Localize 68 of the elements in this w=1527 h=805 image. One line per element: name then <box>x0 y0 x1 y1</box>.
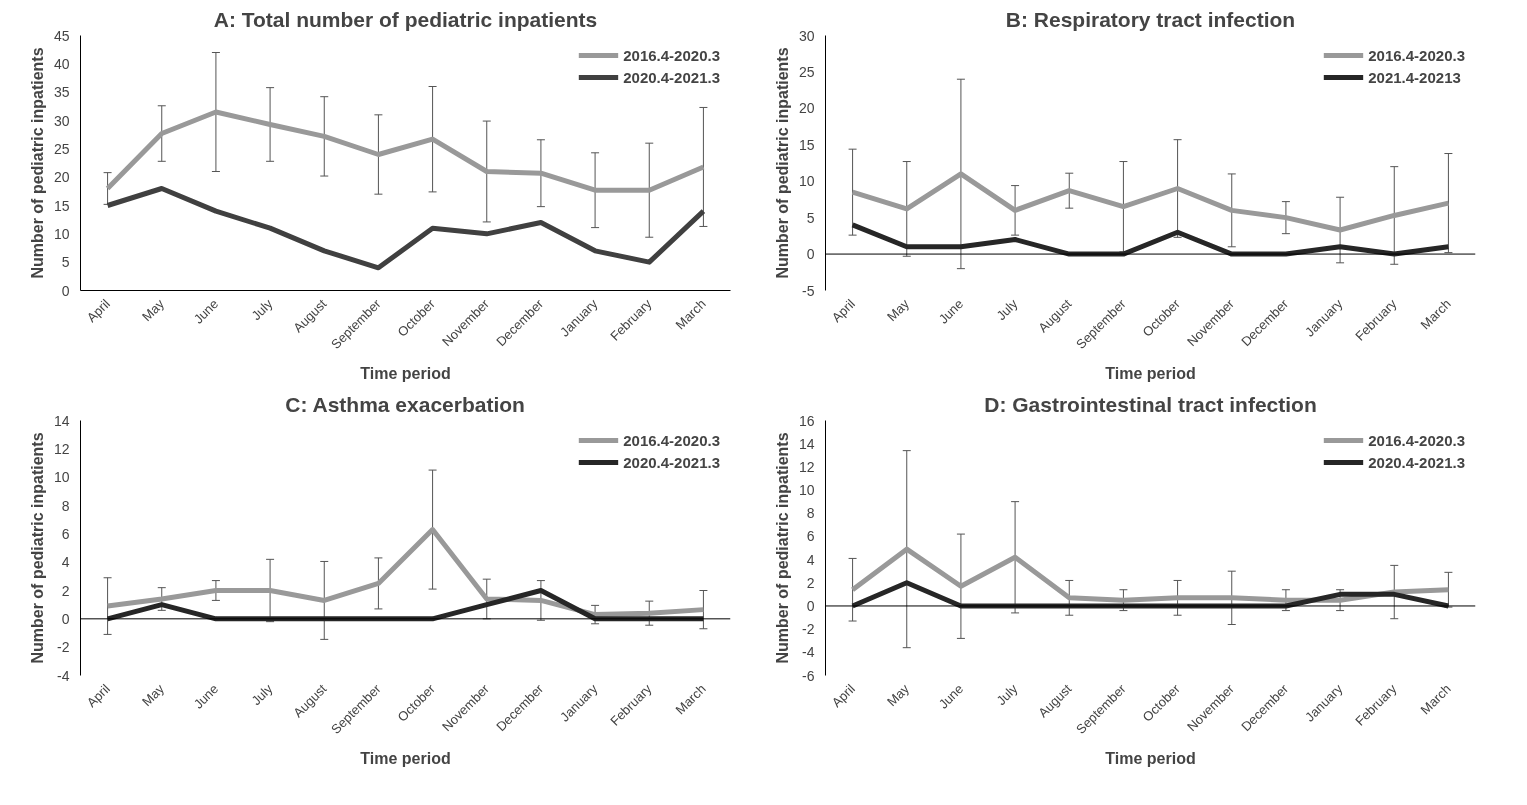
y-tick-label: 6 <box>61 525 70 542</box>
y-tick-label: 25 <box>53 140 70 157</box>
legend-label: 2020.4-2021.3 <box>623 68 720 86</box>
y-tick-label: 2 <box>806 574 815 591</box>
x-tick-label: May <box>884 295 913 325</box>
x-tick-label: July <box>248 680 276 709</box>
y-tick-label: 16 <box>798 412 815 429</box>
y-tick-label: 0 <box>806 597 815 614</box>
y-tick-label: 12 <box>53 440 70 457</box>
y-tick-label: -2 <box>57 639 70 656</box>
y-tick-label: -4 <box>57 667 70 684</box>
x-axis-title: Time period <box>360 365 451 383</box>
chart-title: B: Respiratory tract infection <box>1005 7 1296 31</box>
y-tick-label: -4 <box>802 644 815 661</box>
x-tick-label: May <box>884 680 913 710</box>
y-tick-label: 0 <box>61 282 70 299</box>
legend-label: 2016.4-2020.3 <box>623 431 720 449</box>
x-tick-label: May <box>139 680 168 710</box>
legend-label: 2016.4-2020.3 <box>1368 431 1465 449</box>
legend-label: 2021.4-20213 <box>1368 68 1461 86</box>
y-tick-label: 10 <box>798 173 815 190</box>
x-axis-title: Time period <box>1105 365 1196 383</box>
y-tick-label: 6 <box>806 528 815 545</box>
y-tick-label: 30 <box>798 27 815 44</box>
y-tick-label: -2 <box>802 621 815 638</box>
y-tick-label: -6 <box>802 667 815 684</box>
chart-title: A: Total number of pediatric inpatients <box>213 7 598 31</box>
x-axis-title: Time period <box>360 750 451 768</box>
y-tick-label: 30 <box>53 112 70 129</box>
legend-label: 2020.4-2021.3 <box>1368 453 1465 471</box>
y-tick-label: 2 <box>61 582 70 599</box>
legend-label: 2020.4-2021.3 <box>623 453 720 471</box>
y-axis-title: Number of pediatric inpatients <box>28 432 46 664</box>
y-tick-label: 40 <box>53 55 70 72</box>
y-tick-label: 25 <box>798 63 815 80</box>
x-tick-label: May <box>139 295 168 325</box>
y-tick-label: 45 <box>53 27 70 44</box>
y-tick-label: 35 <box>53 84 70 101</box>
y-axis-title: Number of pediatric inpatients <box>773 47 791 279</box>
y-tick-label: 0 <box>61 610 70 627</box>
y-tick-label: 15 <box>53 197 70 214</box>
y-tick-label: 5 <box>61 254 70 271</box>
y-tick-label: 12 <box>798 458 815 475</box>
chart-title: C: Asthma exacerbation <box>285 392 525 416</box>
legend-label: 2016.4-2020.3 <box>623 46 720 64</box>
y-tick-label: 4 <box>806 551 815 568</box>
x-tick-label: July <box>248 295 276 324</box>
y-tick-label: 10 <box>53 225 70 242</box>
y-tick-label: 14 <box>798 435 815 452</box>
y-tick-label: 20 <box>53 169 70 186</box>
y-tick-label: 4 <box>61 554 70 571</box>
y-tick-label: 15 <box>798 136 815 153</box>
y-tick-label: -5 <box>802 282 815 299</box>
legend-label: 2016.4-2020.3 <box>1368 46 1465 64</box>
y-tick-label: 5 <box>806 209 815 226</box>
x-axis-title: Time period <box>1105 750 1196 768</box>
y-tick-label: 20 <box>798 100 815 117</box>
y-tick-label: 0 <box>806 246 815 263</box>
y-axis-title: Number of pediatric inpatients <box>28 47 46 279</box>
x-tick-label: July <box>993 295 1021 324</box>
x-tick-label: July <box>993 680 1021 709</box>
y-tick-label: 8 <box>61 497 70 514</box>
chart-title: D: Gastrointestinal tract infection <box>984 392 1317 416</box>
y-tick-label: 10 <box>53 469 70 486</box>
y-tick-label: 8 <box>806 505 815 522</box>
y-tick-label: 14 <box>53 412 70 429</box>
y-axis-title: Number of pediatric inpatients <box>773 432 791 664</box>
y-tick-label: 10 <box>798 482 815 499</box>
